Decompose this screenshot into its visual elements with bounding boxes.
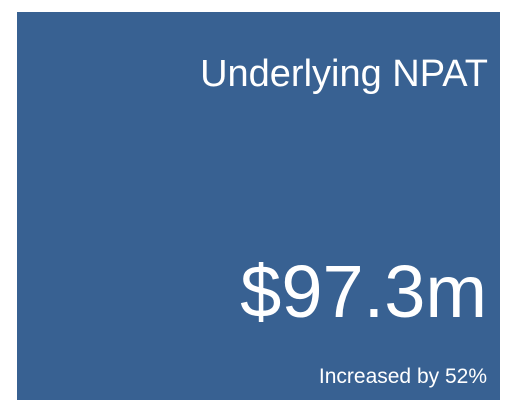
kpi-card: Underlying NPAT $97.3m Increased by 52% (17, 12, 500, 400)
card-title: Underlying NPAT (200, 53, 488, 95)
card-note: Increased by 52% (318, 365, 487, 388)
card-value: $97.3m (240, 250, 487, 333)
